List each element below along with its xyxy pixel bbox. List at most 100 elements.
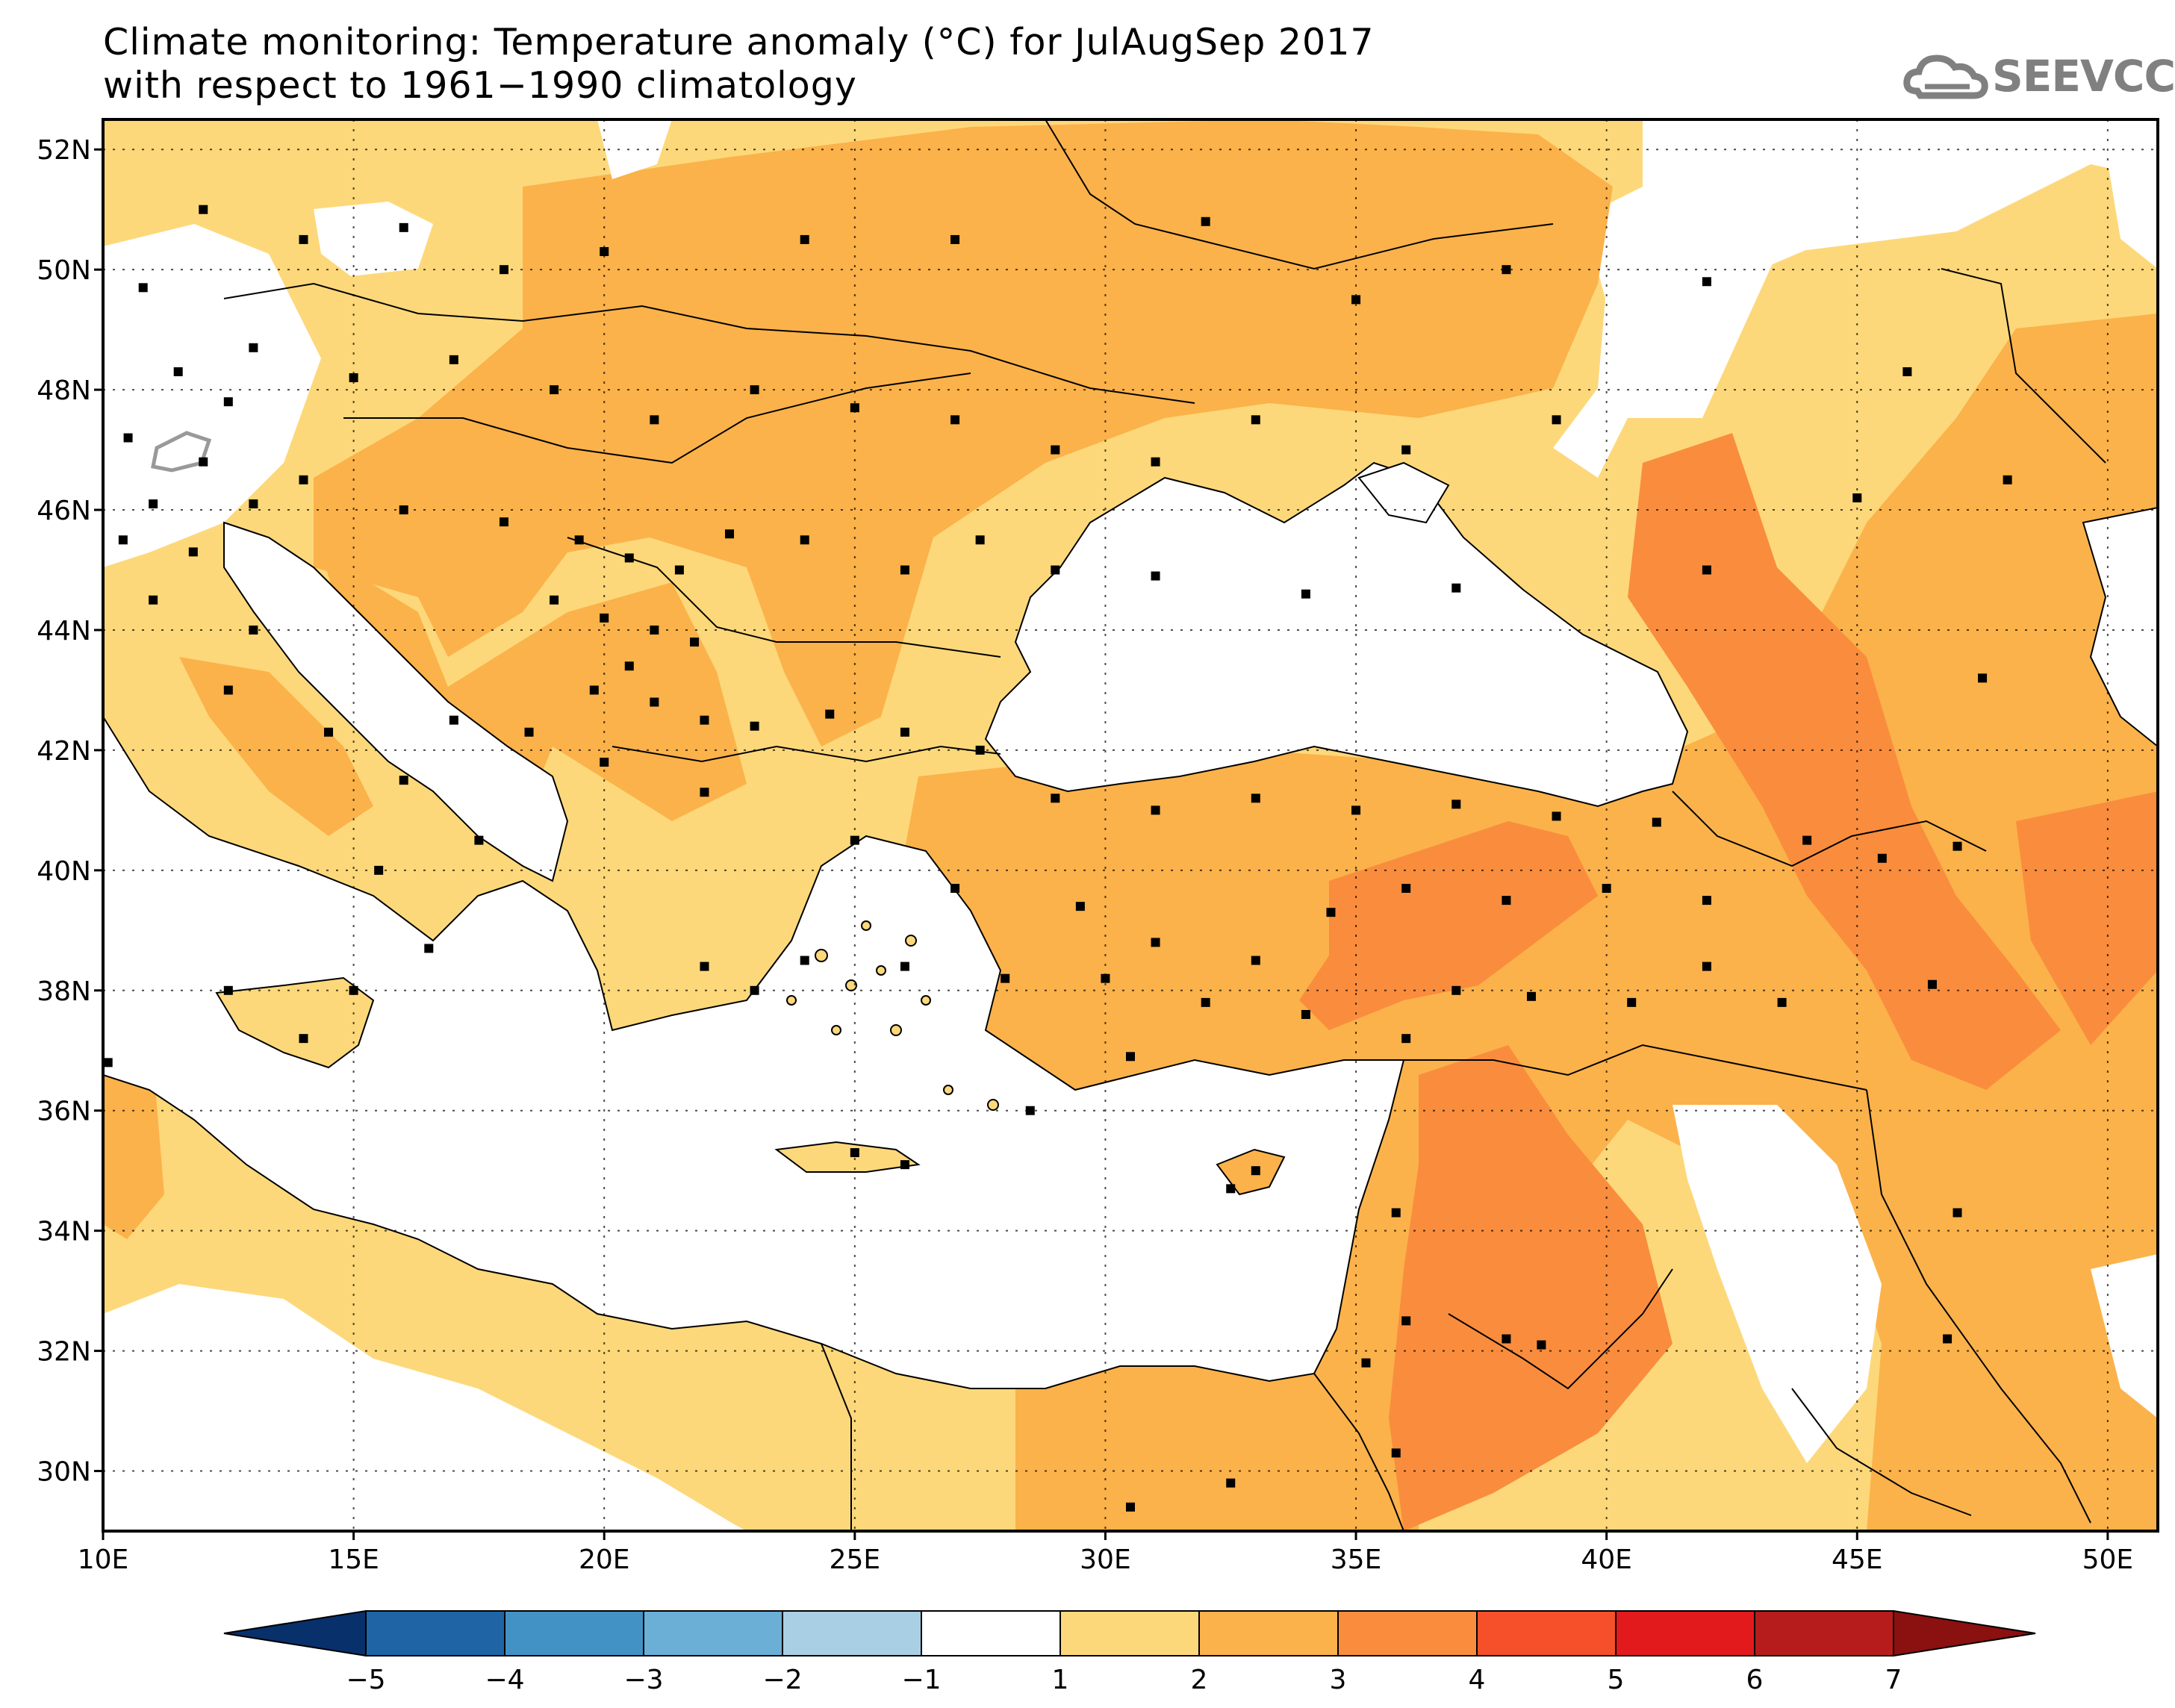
station-marker [103, 1058, 113, 1068]
station-marker [1151, 571, 1160, 581]
colorbar-label: −4 [485, 1665, 524, 1695]
station-marker [950, 415, 960, 425]
colorbar-label: −5 [346, 1665, 385, 1695]
station-marker [149, 499, 158, 508]
station-marker [1952, 841, 1962, 851]
station-marker [1391, 1448, 1401, 1458]
station-marker [1978, 673, 1988, 683]
lon-tick-label: 25E [830, 1545, 881, 1575]
station-marker [850, 835, 859, 845]
station-marker [324, 727, 334, 737]
colorbar-segment [365, 1610, 505, 1656]
longitude-labels: 10E 15E 20E 25E 30E 35E 40E 45E 50E [78, 1545, 2133, 1575]
station-marker [223, 397, 233, 407]
station-marker [800, 535, 809, 545]
station-marker [449, 355, 458, 364]
station-marker [118, 535, 128, 545]
colorbar-left-arrow [223, 1609, 367, 1657]
colorbar-right-arrow [1893, 1609, 2036, 1657]
lon-tick-label: 45E [1832, 1545, 1883, 1575]
station-marker [650, 415, 659, 425]
station-marker [1451, 583, 1461, 593]
station-marker [1702, 961, 1711, 971]
map-frame [102, 118, 2159, 1533]
latitude-labels: 30N 32N 34N 36N 38N 40N 42N 44N 46N 48N 50N 52N [37, 135, 91, 1487]
station-marker [499, 517, 508, 527]
station-marker [1502, 265, 1511, 275]
title-line-1: Climate monitoring: Temperature anomaly … [103, 21, 1375, 63]
station-marker [900, 727, 909, 737]
station-marker [1652, 817, 1661, 827]
station-marker [249, 625, 258, 635]
station-marker [900, 565, 909, 575]
lat-tick-label: 32N [37, 1337, 91, 1368]
station-marker [223, 985, 233, 995]
station-marker [1075, 902, 1085, 911]
station-marker [424, 944, 434, 953]
station-marker [1025, 1106, 1035, 1115]
station-marker [1301, 1009, 1310, 1019]
station-marker [1451, 800, 1461, 809]
station-markers [103, 205, 2012, 1512]
station-marker [650, 625, 659, 635]
station-marker [1702, 277, 1711, 287]
station-marker [700, 715, 709, 725]
station-marker [1126, 1052, 1135, 1062]
lon-tick-label: 30E [1080, 1545, 1131, 1575]
lon-tick-label: 10E [78, 1545, 129, 1575]
lat-tick-label: 38N [37, 976, 91, 1007]
colorbar-segment [1754, 1610, 1894, 1656]
station-marker [975, 745, 985, 755]
station-marker [1126, 1502, 1135, 1512]
station-marker [700, 961, 709, 971]
colorbar-segment [782, 1610, 922, 1656]
colorbar-segment [1337, 1610, 1478, 1656]
caspian-sea [2082, 506, 2158, 748]
station-marker [1326, 908, 1336, 917]
sicily [215, 976, 375, 1069]
station-marker [600, 613, 609, 623]
station-marker [1627, 997, 1637, 1007]
station-marker [1802, 835, 1812, 845]
station-marker [374, 865, 384, 875]
station-marker [199, 457, 208, 467]
lon-tick-label: 15E [328, 1545, 379, 1575]
station-marker [1952, 1208, 1962, 1218]
colorbar-segment [643, 1610, 783, 1656]
adriatic-sea [223, 521, 569, 882]
station-marker [624, 661, 634, 671]
station-marker [249, 343, 258, 352]
station-marker [1201, 997, 1210, 1007]
station-marker [1877, 853, 1887, 863]
station-marker [1777, 997, 1787, 1007]
colorbar-label: 1 [1052, 1665, 1069, 1695]
station-marker [650, 697, 659, 707]
colorbar-segment [1060, 1610, 1200, 1656]
lat-tick-label: 40N [37, 856, 91, 887]
sea-of-azov [1357, 461, 1450, 524]
station-marker [1251, 1166, 1260, 1176]
colorbar-segment [1476, 1610, 1617, 1656]
station-marker [1401, 445, 1411, 455]
station-marker [349, 985, 358, 995]
colorbar-label: −2 [762, 1665, 802, 1695]
colorbar: −5 −4 −3 −2 −1 1 2 3 4 5 6 7 [223, 1609, 2036, 1695]
colorbar-label: 2 [1191, 1665, 1208, 1695]
station-marker [1001, 973, 1010, 983]
colorbar-label: 5 [1608, 1665, 1625, 1695]
map-grid [103, 119, 2158, 1531]
colorbar-label: 3 [1330, 1665, 1347, 1695]
near-zero-patches [103, 119, 2158, 1531]
station-marker [750, 721, 759, 731]
station-marker [624, 553, 634, 563]
station-marker [1251, 794, 1260, 803]
colorbar-segment [1615, 1610, 1755, 1656]
station-marker [550, 385, 559, 395]
station-marker [449, 715, 458, 725]
station-marker [299, 475, 308, 484]
station-marker [2003, 475, 2012, 484]
mediterranean-sea [103, 715, 1405, 1389]
station-marker [1051, 445, 1060, 455]
colorbar-label: −3 [623, 1665, 663, 1695]
station-marker [1401, 883, 1411, 893]
